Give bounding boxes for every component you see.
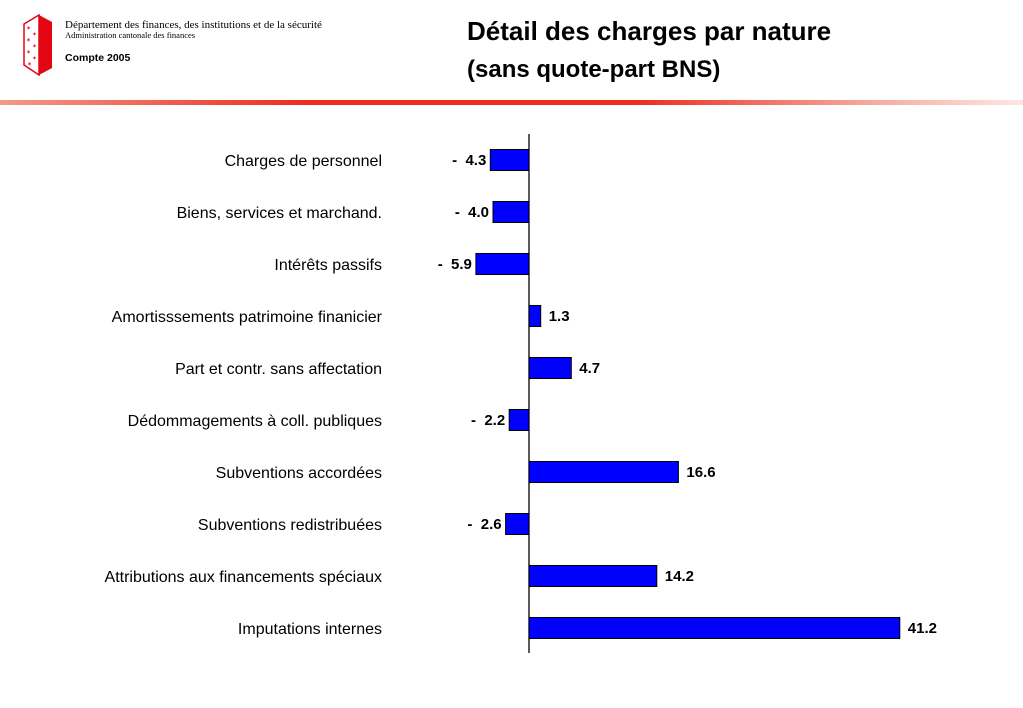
bar-5 [508, 409, 530, 431]
svg-text:✶: ✶ [26, 49, 31, 56]
data-label: 14.2 [665, 568, 694, 585]
svg-text:✶: ✶ [32, 43, 37, 50]
account-label: Compte 2005 [65, 52, 131, 64]
category-label: Dédommagements à coll. publiques [128, 413, 382, 430]
bar-4 [528, 357, 572, 379]
data-label: - 2.6 [467, 516, 501, 533]
bar-9 [528, 617, 901, 639]
bar-8 [528, 565, 658, 587]
svg-text:✶: ✶ [26, 25, 31, 32]
administration-name: Administration cantonale des finances [65, 30, 196, 40]
category-label: Biens, services et marchand. [177, 205, 382, 222]
category-label: Charges de personnel [225, 153, 382, 170]
data-label: 16.6 [686, 464, 715, 481]
data-label: 1.3 [549, 308, 570, 325]
svg-text:✶: ✶ [26, 37, 31, 44]
category-label: Intérêts passifs [274, 257, 382, 274]
data-label: 41.2 [908, 620, 937, 637]
page-title: Détail des charges par nature [467, 16, 832, 46]
data-label: 4.7 [579, 360, 600, 377]
canton-logo: ✶✶✶ ✶✶✶✶ [23, 14, 52, 76]
svg-text:✶: ✶ [32, 55, 37, 62]
header-accent-band [0, 100, 1023, 105]
svg-text:✶: ✶ [32, 31, 37, 38]
bar-2 [475, 253, 530, 275]
bar-6 [528, 461, 679, 483]
data-label: - 2.2 [471, 412, 505, 429]
category-label: Subventions accordées [216, 465, 382, 482]
data-label: - 4.0 [455, 204, 489, 221]
department-name: Département des finances, des institutio… [65, 19, 322, 31]
category-label: Amortisssements patrimoine finanicier [112, 309, 383, 326]
bar-1 [492, 201, 530, 223]
category-label: Imputations internes [238, 621, 382, 638]
category-label: Part et contr. sans affectation [175, 361, 382, 378]
data-label: - 4.3 [452, 152, 486, 169]
data-label: - 5.9 [438, 256, 472, 273]
bar-0 [489, 149, 530, 171]
bar-3 [528, 305, 542, 327]
bar-chart: Charges de personnel - 4.3 Biens, services… [105, 134, 937, 653]
category-label: Attributions aux financements spéciaux [105, 569, 382, 586]
bar-7 [505, 513, 530, 535]
page-subtitle: (sans quote-part BNS) [467, 56, 721, 83]
svg-text:✶: ✶ [27, 61, 32, 68]
category-label: Subventions redistribuées [198, 517, 382, 534]
